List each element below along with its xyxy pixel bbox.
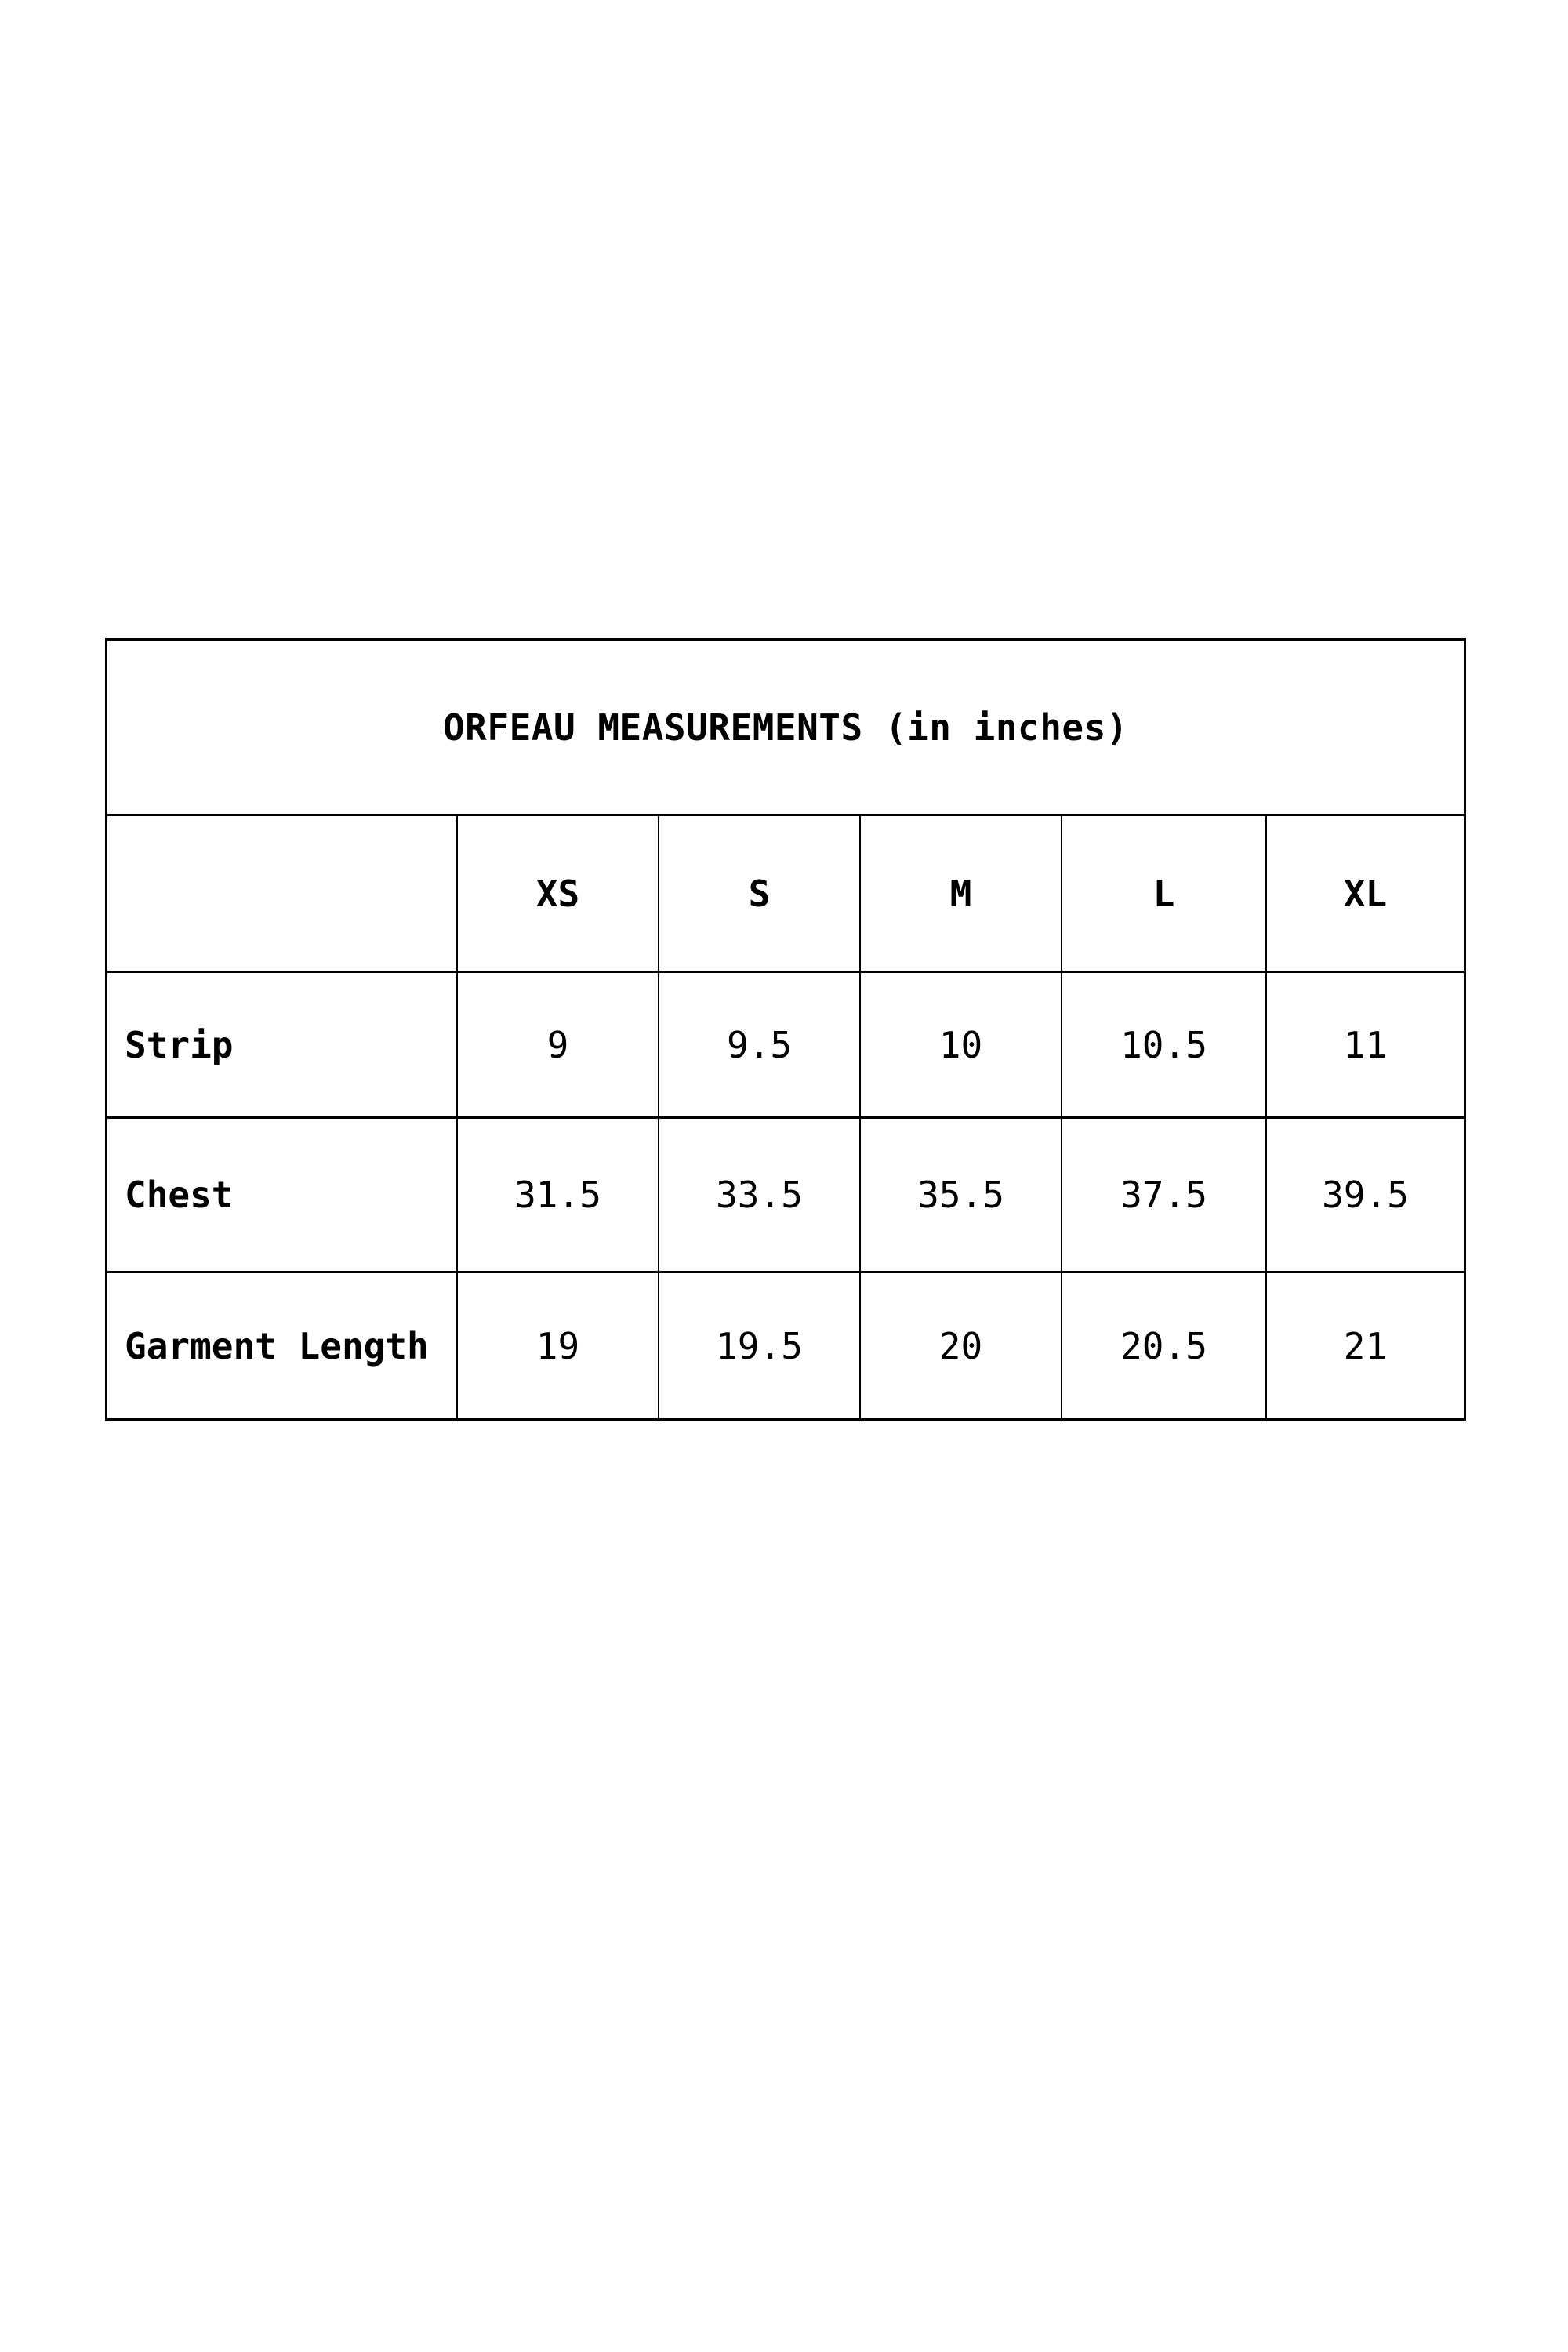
cell-strip-l: 10.5 xyxy=(1062,973,1267,1119)
cell-garment-length-s: 19.5 xyxy=(659,1273,861,1418)
row-label-strip: Strip xyxy=(107,973,458,1119)
cell-garment-length-xs: 19 xyxy=(458,1273,659,1418)
column-header-m: M xyxy=(861,816,1062,973)
table-title: ORFEAU MEASUREMENTS (in inches) xyxy=(107,641,1464,816)
cell-chest-xs: 31.5 xyxy=(458,1119,659,1273)
cell-chest-xl: 39.5 xyxy=(1267,1119,1464,1273)
cell-chest-m: 35.5 xyxy=(861,1119,1062,1273)
column-header-l: L xyxy=(1062,816,1267,973)
cell-strip-xs: 9 xyxy=(458,973,659,1119)
cell-strip-s: 9.5 xyxy=(659,973,861,1119)
column-header-s: S xyxy=(659,816,861,973)
cell-garment-length-l: 20.5 xyxy=(1062,1273,1267,1418)
column-header-xl: XL xyxy=(1267,816,1464,973)
cell-chest-l: 37.5 xyxy=(1062,1119,1267,1273)
corner-cell xyxy=(107,816,458,973)
row-label-garment-length: Garment Length xyxy=(107,1273,458,1418)
column-header-xs: XS xyxy=(458,816,659,973)
cell-chest-s: 33.5 xyxy=(659,1119,861,1273)
cell-garment-length-xl: 21 xyxy=(1343,1324,1388,1367)
cell-strip-m: 10 xyxy=(861,973,1062,1119)
cell-garment-length-m: 20 xyxy=(861,1273,1062,1418)
row-label-chest: Chest xyxy=(107,1119,458,1273)
cell-strip-xl: 11 xyxy=(1267,973,1464,1119)
measurements-table: ORFEAU MEASUREMENTS (in inches) XS S M L… xyxy=(105,638,1466,1421)
